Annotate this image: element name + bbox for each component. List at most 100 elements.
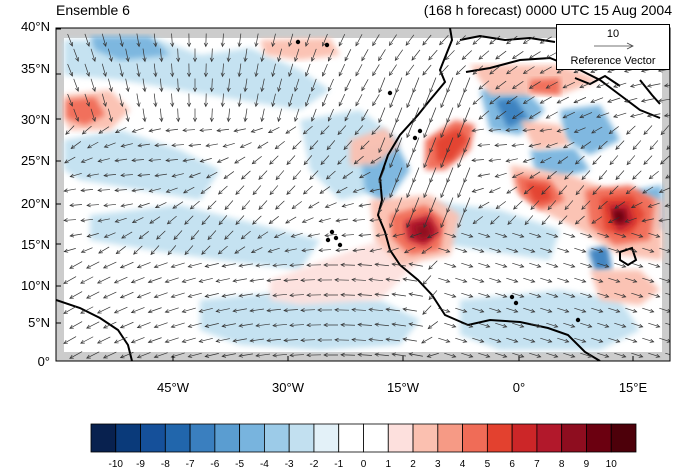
wind-vector [309, 140, 319, 151]
wind-vector [646, 113, 661, 118]
wind-vector [631, 322, 644, 328]
wind-vector [273, 232, 286, 238]
wind-vector [217, 185, 228, 195]
wind-vector [289, 293, 305, 298]
wind-vector [512, 232, 525, 238]
wind-vector [138, 231, 149, 240]
wind-vector [159, 48, 164, 63]
wind-vector [69, 233, 82, 238]
wind-vector [136, 322, 151, 329]
wind-vector [294, 108, 300, 122]
wind-vector [249, 278, 264, 283]
wind-vector [192, 78, 198, 93]
wind-vector [90, 48, 96, 62]
wind-vector [201, 245, 211, 255]
wind-vector [226, 108, 231, 123]
colorbar-swatch [115, 423, 141, 453]
wind-vector [374, 262, 389, 267]
wind-vector [285, 126, 297, 134]
island-dot [387, 90, 393, 96]
wind-vector [629, 113, 644, 118]
wind-vector [406, 92, 414, 109]
wind-vector [324, 233, 338, 238]
wind-vector [90, 78, 96, 92]
wind-vector [457, 122, 465, 139]
wind-vector [471, 128, 484, 133]
wind-vector [97, 158, 110, 163]
wind-vector [86, 291, 100, 299]
wind-vector [207, 230, 217, 241]
wind-vector [343, 140, 353, 151]
wind-vector [125, 78, 130, 93]
wind-vector [408, 352, 423, 357]
wind-vector [226, 48, 231, 63]
wind-vector [170, 93, 175, 108]
wind-vector [204, 263, 219, 268]
wind-vector [182, 128, 196, 133]
colorbar-swatch [288, 423, 315, 453]
colorbar-swatch [486, 423, 513, 453]
wind-vector [607, 217, 620, 224]
wind-vector [546, 232, 559, 238]
wind-vector [357, 292, 373, 297]
wind-vector [222, 142, 235, 148]
wind-vector [215, 278, 230, 283]
wind-vector [87, 141, 99, 149]
wind-vector [421, 336, 433, 344]
wind-vector [546, 352, 559, 358]
wind-vector [205, 143, 218, 148]
wind-vector [429, 77, 437, 94]
wind-vector [614, 262, 627, 268]
wind-vector [73, 48, 79, 62]
wind-vector [429, 107, 437, 124]
wind-vector [423, 92, 431, 109]
colorbar-swatch [586, 423, 612, 453]
wind-vector [428, 49, 438, 61]
wind-vector [471, 158, 485, 163]
wind-vector [361, 49, 369, 62]
wind-vector [69, 172, 82, 178]
wind-vector [524, 215, 534, 226]
wind-vector [300, 278, 316, 283]
wind-vector [556, 96, 569, 104]
wind-vector [101, 33, 107, 48]
wind-vector [625, 337, 638, 343]
wind-vector [323, 292, 339, 298]
wind-vector [154, 143, 168, 148]
wind-vector [477, 143, 491, 148]
wind-vector [613, 82, 627, 88]
wind-vector [84, 33, 90, 47]
colorbar [90, 423, 637, 453]
wind-vector [97, 188, 111, 193]
wind-vector [659, 337, 670, 343]
wind-vector [238, 263, 253, 268]
wind-vector [340, 262, 356, 267]
wind-vector [378, 77, 386, 94]
colorbar-label: -8 [160, 459, 170, 470]
wind-vector [641, 218, 654, 223]
wind-vector [321, 33, 328, 47]
wind-vector [472, 216, 484, 225]
wind-vector [489, 307, 502, 313]
wind-vector [472, 95, 484, 105]
wind-vector [625, 185, 636, 195]
wind-vector [596, 112, 610, 118]
wind-vector [495, 50, 507, 60]
wind-vector [540, 247, 553, 253]
wind-vector [338, 63, 346, 77]
wind-vector [438, 247, 451, 253]
wind-vector [335, 218, 348, 223]
wind-vector [119, 33, 124, 48]
wind-vector [511, 111, 524, 120]
wind-vector [545, 81, 558, 89]
wind-vector [176, 108, 181, 123]
wind-vector [478, 201, 490, 209]
wind-vector [243, 78, 248, 93]
wind-vector [292, 140, 302, 150]
wind-vector [137, 202, 150, 208]
wind-vector [596, 82, 610, 88]
wind-vector [580, 352, 593, 358]
wind-vector [665, 174, 670, 179]
wind-vector [624, 217, 637, 223]
wind-vector [255, 263, 270, 268]
